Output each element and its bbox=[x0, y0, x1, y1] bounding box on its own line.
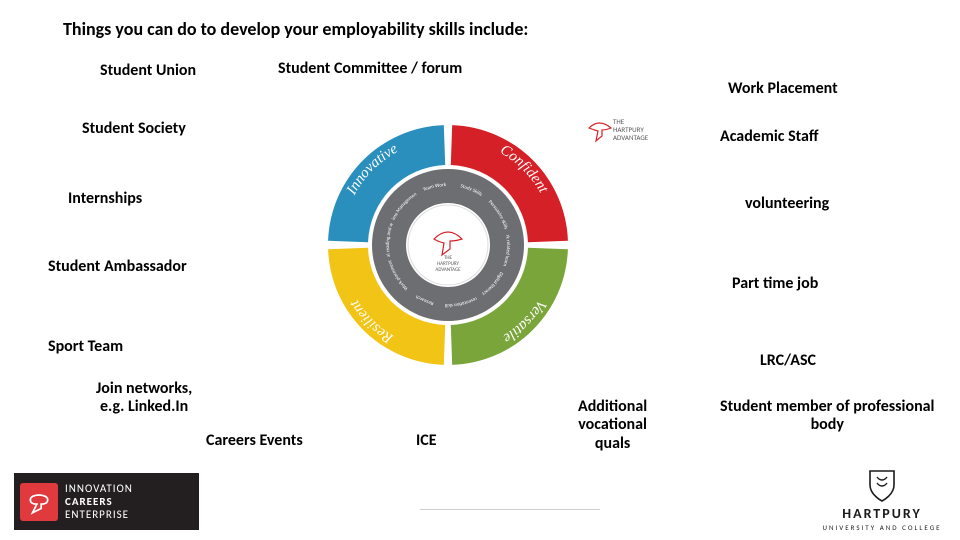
label-internships: Internships bbox=[68, 190, 142, 208]
hartpury-logo: HARTPURY UNIVERSITY AND COLLEGE bbox=[822, 469, 942, 532]
label-part-time-job: Part time job bbox=[732, 275, 818, 293]
hartpury-shield-icon bbox=[868, 469, 896, 503]
page-title: Things you can do to develop your employ… bbox=[63, 18, 528, 40]
label-ice: ICE bbox=[416, 432, 437, 450]
label-academic-staff: Academic Staff bbox=[720, 128, 818, 146]
label-student-committee: Student Committee / forum bbox=[278, 60, 462, 78]
label-work-placement: Work Placement bbox=[728, 80, 838, 98]
ice-logo: INNOVATION CAREERS ENTERPRISE bbox=[14, 473, 199, 530]
ice-line-3: ENTERPRISE bbox=[65, 508, 133, 521]
label-additional-quals: Additional vocational quals bbox=[578, 398, 647, 453]
label-student-society: Student Society bbox=[82, 120, 186, 138]
advantage-wheel-diagram: InnovativeConfidentVersatileResilientCri… bbox=[313, 110, 648, 380]
label-sport-team: Sport Team bbox=[48, 338, 123, 356]
hartpury-name: HARTPURY bbox=[822, 505, 942, 522]
label-student-ambassador: Student Ambassador bbox=[48, 258, 187, 276]
ice-line-2: CAREERS bbox=[65, 495, 133, 508]
hartpury-sub: UNIVERSITY AND COLLEGE bbox=[822, 523, 942, 532]
svg-text:ADVANTAGE: ADVANTAGE bbox=[613, 133, 648, 142]
label-volunteering: volunteering bbox=[745, 195, 829, 213]
ice-line-1: INNOVATION bbox=[65, 482, 133, 495]
footer-divider bbox=[420, 509, 600, 510]
slide: Things you can do to develop your employ… bbox=[0, 0, 960, 540]
label-student-union: Student Union bbox=[100, 62, 196, 80]
label-careers-events: Careers Events bbox=[206, 432, 303, 450]
label-join-networks: Join networks, e.g. Linked.In bbox=[96, 380, 192, 417]
ice-logo-text: INNOVATION CAREERS ENTERPRISE bbox=[65, 482, 133, 522]
label-prof-body: Student member of professional body bbox=[720, 398, 934, 435]
label-lrc-asc: LRC/ASC bbox=[760, 352, 816, 370]
ice-logo-icon bbox=[20, 483, 58, 521]
svg-text:ADVANTAGE: ADVANTAGE bbox=[435, 267, 461, 273]
